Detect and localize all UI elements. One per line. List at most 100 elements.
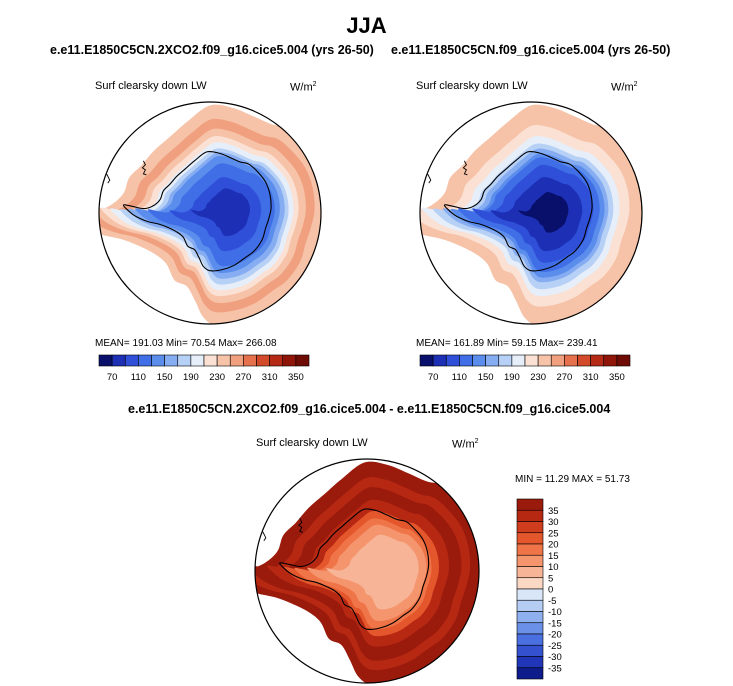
left-colorbar-tick-label-5: 270 <box>235 372 251 383</box>
left-colorbar-tick-label-3: 190 <box>183 372 199 383</box>
left-colorbar-swatch-2 <box>124 354 139 367</box>
right-colorbar-tick-label-1: 110 <box>452 372 467 383</box>
diff-colorbar-tick-label-3: 20 <box>548 540 559 551</box>
right-colorbar-swatch-0 <box>419 354 434 367</box>
left-colorbar-swatch-6 <box>177 354 192 367</box>
diff-colorbar-tick-label-2: 25 <box>548 528 559 539</box>
left-colorbar-swatch-13 <box>269 354 284 367</box>
diff-colorbar-swatch-0 <box>516 498 544 511</box>
left-colorbar-tick-label-2: 150 <box>157 372 173 383</box>
left-colorbar-tick-label-6: 310 <box>262 372 278 383</box>
diff-colorbar-swatch-6 <box>516 566 544 579</box>
right-colorbar-swatch-9 <box>537 354 552 367</box>
diff-colorbar-swatch-7 <box>516 577 544 590</box>
diff-colorbar-tick-label-14: -35 <box>548 663 562 674</box>
right-stats: MEAN= 161.89 Min= 59.15 Max= 239.41 <box>416 338 598 349</box>
right-units-label: W/m2 <box>611 81 638 94</box>
right-colorbar-swatch-10 <box>550 354 565 367</box>
diff-colorbar-tick-label-1: 30 <box>548 517 559 528</box>
diff-colorbar-swatch-4 <box>516 543 544 556</box>
diff-colorbar-swatch-15 <box>516 667 544 680</box>
diff-variable-label: Surf clearsky down LW <box>256 437 368 449</box>
right-colorbar-swatch-1 <box>432 354 447 367</box>
diff-south-america-tip <box>298 518 303 533</box>
left-units-label: W/m2 <box>290 81 317 94</box>
left-colorbar-swatch-0 <box>98 354 113 367</box>
diff-colorbar-swatch-13 <box>516 644 544 657</box>
right-south-america-tip <box>462 160 468 176</box>
diff-colorbar-swatch-14 <box>516 656 544 669</box>
left-colorbar-swatch-9 <box>216 354 231 367</box>
left-colorbar-tick-label-7: 350 <box>288 372 304 383</box>
diff-colorbar-tick-label-0: 35 <box>548 506 559 517</box>
left-map-border <box>98 101 322 325</box>
diff-panel-title: e.e11.E1850C5CN.2XCO2.f09_g16.cice5.004 … <box>128 402 611 416</box>
diff-map-border <box>254 458 480 684</box>
left-colorbar-swatch-8 <box>203 354 218 367</box>
diff-colorbar-swatch-12 <box>516 633 544 646</box>
right-colorbar-tick-label-7: 350 <box>609 372 625 383</box>
diff-colorbar-swatch-10 <box>516 611 544 624</box>
left-panel-title: e.e11.E1850C5CN.2XCO2.f09_g16.cice5.004 … <box>50 43 374 57</box>
diff-colorbar-swatch-3 <box>516 532 544 545</box>
left-colorbar: 70 110 150 190 230 270 310 350 <box>98 354 310 383</box>
diff-colorbar-tick-label-6: 5 <box>548 573 553 584</box>
right-variable-label: Surf clearsky down LW <box>416 80 528 92</box>
diff-stats: MIN = 11.29 MAX = 51.73 <box>515 474 630 485</box>
diff-colorbar-tick-label-10: -15 <box>548 618 562 629</box>
diff-colorbar-tick-label-11: -20 <box>548 630 562 641</box>
left-colorbar-swatch-15 <box>295 354 310 367</box>
right-colorbar-swatch-3 <box>459 354 473 367</box>
left-stats: MEAN= 191.03 Min= 70.54 Max= 266.08 <box>95 338 277 349</box>
left-polar-map <box>98 101 322 325</box>
left-colorbar-swatch-10 <box>229 354 244 367</box>
diff-contour-band-7 <box>326 534 419 610</box>
left-colorbar-swatch-11 <box>243 354 257 367</box>
right-colorbar-swatch-6 <box>498 354 513 367</box>
left-colorbar-swatch-14 <box>282 354 297 367</box>
diff-colorbar-tick-label-13: -30 <box>548 652 562 663</box>
left-colorbar-tick-label-0: 70 <box>107 372 118 383</box>
right-colorbar-swatch-5 <box>485 354 500 367</box>
diff-island-outline <box>262 531 267 542</box>
diff-colorbar-swatch-1 <box>516 509 544 522</box>
diff-colorbar-tick-label-8: -5 <box>548 596 556 607</box>
diff-colorbar-tick-label-7: 0 <box>548 585 553 596</box>
left-colorbar-swatch-12 <box>256 354 270 367</box>
right-colorbar-swatch-13 <box>590 354 605 367</box>
left-south-america-tip <box>141 160 147 176</box>
diff-colorbar-tick-label-4: 15 <box>548 551 559 562</box>
right-colorbar-swatch-2 <box>445 354 460 367</box>
diff-coastline <box>279 508 430 630</box>
diff-polar-map <box>254 458 480 684</box>
left-colorbar-swatch-1 <box>111 354 126 367</box>
diff-colorbar-tick-label-9: -10 <box>548 607 562 618</box>
right-colorbar-tick-label-4: 230 <box>530 372 546 383</box>
right-colorbar-swatch-8 <box>524 354 539 367</box>
right-colorbar-tick-label-0: 70 <box>428 372 439 383</box>
right-panel-title: e.e11.E1850C5CN.f09_g16.cice5.004 (yrs 2… <box>391 43 671 57</box>
diff-colorbar-tick-label-5: 10 <box>548 562 559 573</box>
diff-units-label: W/m2 <box>452 438 479 451</box>
left-colorbar-swatch-3 <box>138 354 152 367</box>
left-variable-label: Surf clearsky down LW <box>95 80 207 92</box>
right-coastline <box>443 150 593 272</box>
left-contour-band-10 <box>190 188 250 237</box>
right-colorbar-tick-label-5: 270 <box>556 372 572 383</box>
left-colorbar-swatch-7 <box>190 354 205 367</box>
diff-colorbar-swatch-11 <box>516 622 544 635</box>
right-colorbar-swatch-14 <box>603 354 618 367</box>
right-colorbar-swatch-11 <box>564 354 578 367</box>
right-polar-map <box>419 101 643 325</box>
left-colorbar-tick-label-4: 230 <box>209 372 225 383</box>
right-colorbar-swatch-15 <box>616 354 631 367</box>
right-contour-band-9 <box>518 192 569 233</box>
right-colorbar-swatch-4 <box>472 354 486 367</box>
right-colorbar-tick-label-6: 310 <box>583 372 599 383</box>
left-coastline <box>122 150 272 272</box>
diff-colorbar-swatch-2 <box>516 521 544 534</box>
left-island-outline <box>106 173 111 184</box>
left-colorbar-swatch-4 <box>151 354 165 367</box>
right-map-border <box>419 101 643 325</box>
diff-colorbar-swatch-9 <box>516 599 544 612</box>
